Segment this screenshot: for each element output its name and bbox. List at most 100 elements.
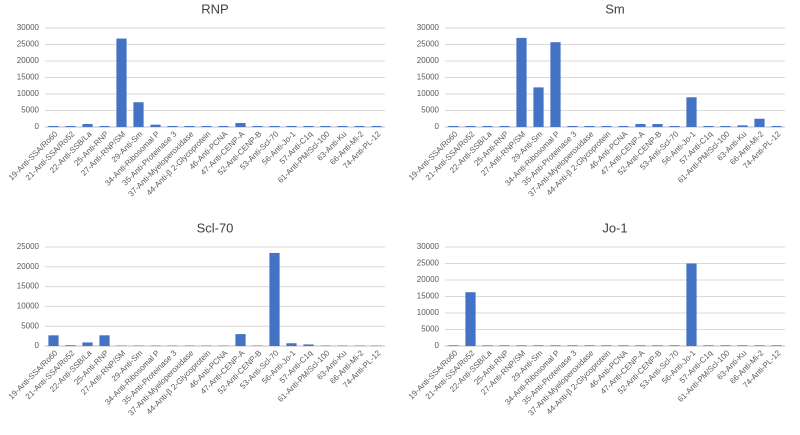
bar <box>286 343 297 346</box>
bar <box>618 126 629 127</box>
y-tick-label: 5000 <box>21 321 39 330</box>
y-tick-label: 0 <box>435 341 440 350</box>
bar <box>686 263 697 346</box>
bar <box>567 345 578 346</box>
y-tick-label: 20000 <box>417 56 440 65</box>
bar <box>584 126 595 127</box>
bar <box>116 38 127 128</box>
y-tick-label: 15000 <box>417 73 440 82</box>
bar <box>303 126 314 127</box>
bar <box>337 126 348 127</box>
y-tick-label: 0 <box>35 341 40 350</box>
chart-title: Scl-70 <box>197 220 234 235</box>
y-tick-label: 20000 <box>17 56 40 65</box>
bar <box>184 126 195 127</box>
bar <box>320 126 331 127</box>
chart-panel: Sm05000100001500020000250003000019-Anti-… <box>407 1 785 198</box>
bar <box>601 345 612 346</box>
y-tick-label: 30000 <box>417 23 440 32</box>
bar <box>465 126 476 127</box>
bar <box>99 335 110 346</box>
chart-panel: Scl-70050001000015000200002500019-Anti-S… <box>7 220 385 417</box>
bar <box>618 345 629 346</box>
bar <box>150 124 161 127</box>
bar <box>303 344 314 346</box>
bar <box>635 345 646 346</box>
bar <box>550 345 561 346</box>
chart-panel: Jo-105000100001500020000250003000019-Ant… <box>407 220 785 417</box>
bar <box>82 342 93 346</box>
bar <box>516 37 527 127</box>
bar <box>652 124 663 127</box>
y-tick-label: 10000 <box>417 89 440 98</box>
bar <box>720 345 731 346</box>
bar <box>371 126 382 127</box>
bar <box>201 126 212 127</box>
bar <box>703 126 714 127</box>
bar <box>354 126 365 127</box>
y-tick-label: 5000 <box>421 106 439 115</box>
y-tick-label: 25000 <box>17 40 40 49</box>
y-tick-label: 15000 <box>17 73 40 82</box>
bar <box>65 345 76 346</box>
bar <box>65 126 76 127</box>
y-tick-label: 0 <box>435 122 440 131</box>
y-tick-label: 5000 <box>21 106 39 115</box>
y-tick-label: 20000 <box>17 262 40 271</box>
bar <box>686 97 697 127</box>
bar <box>218 126 229 127</box>
bar <box>499 345 510 346</box>
chart-panel: RNP05000100001500020000250003000019-Anti… <box>7 1 385 198</box>
bar <box>99 126 110 127</box>
bar <box>499 126 510 127</box>
chart-title: RNP <box>201 1 228 16</box>
bar <box>48 126 59 127</box>
bar <box>669 126 680 127</box>
y-tick-label: 20000 <box>417 275 440 284</box>
y-tick-label: 10000 <box>417 308 440 317</box>
bar <box>533 87 544 127</box>
bar <box>635 124 646 127</box>
bar <box>754 345 765 346</box>
bar <box>448 126 459 127</box>
bar <box>133 102 144 127</box>
bar <box>584 345 595 346</box>
bar <box>771 126 782 127</box>
bar <box>269 252 280 346</box>
bar <box>448 345 459 346</box>
bar <box>235 334 246 346</box>
bar <box>737 125 748 127</box>
bar <box>601 126 612 127</box>
bar <box>737 345 748 346</box>
y-tick-label: 25000 <box>417 40 440 49</box>
bar <box>235 123 246 127</box>
bar <box>167 126 178 127</box>
bar <box>720 126 731 127</box>
bar <box>252 126 263 127</box>
chart-title: Sm <box>605 1 625 16</box>
y-tick-label: 30000 <box>17 23 40 32</box>
bar <box>550 42 561 127</box>
bar <box>482 126 493 127</box>
bar <box>482 345 493 346</box>
bar <box>669 345 680 346</box>
y-tick-label: 10000 <box>17 302 40 311</box>
bar <box>652 345 663 346</box>
bar <box>703 345 714 346</box>
y-tick-label: 15000 <box>417 292 440 301</box>
bar <box>465 292 476 346</box>
y-tick-label: 10000 <box>17 89 40 98</box>
bar <box>269 126 280 127</box>
y-tick-label: 15000 <box>17 282 40 291</box>
bar <box>533 345 544 346</box>
bar <box>567 126 578 127</box>
y-tick-label: 25000 <box>417 259 440 268</box>
y-tick-label: 30000 <box>417 242 440 251</box>
bar <box>771 345 782 346</box>
bar <box>82 124 93 127</box>
bar <box>286 126 297 127</box>
chart-title: Jo-1 <box>602 220 627 235</box>
bar <box>48 335 59 346</box>
y-tick-label: 0 <box>35 122 40 131</box>
